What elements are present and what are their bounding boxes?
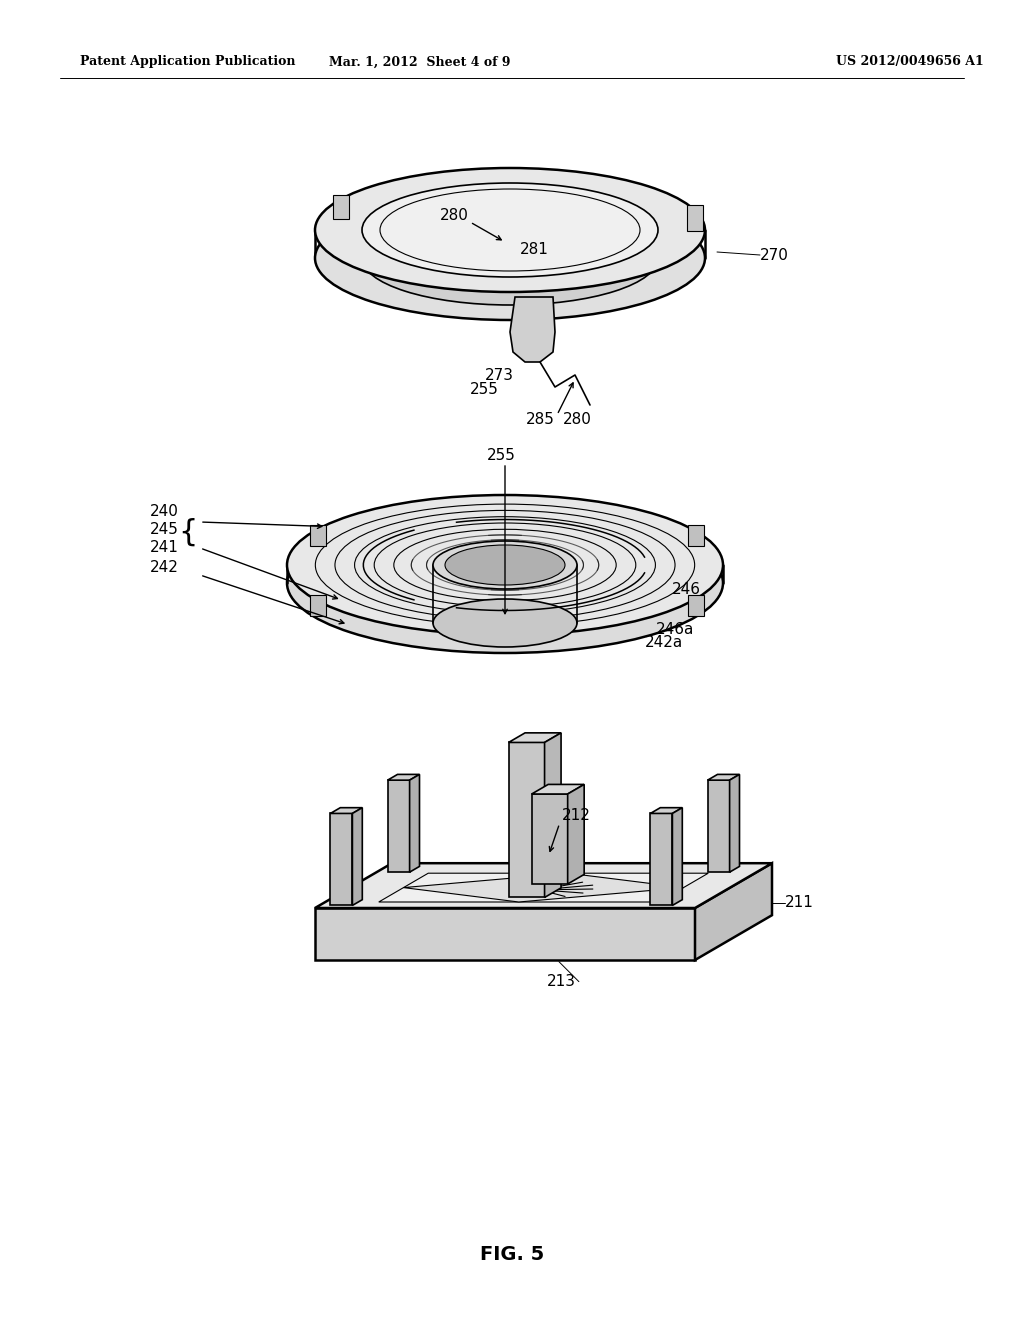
Ellipse shape [362, 211, 658, 305]
Polygon shape [567, 784, 584, 884]
Polygon shape [310, 525, 327, 546]
Text: 285: 285 [526, 412, 555, 426]
Ellipse shape [315, 168, 705, 292]
Polygon shape [333, 195, 349, 219]
Polygon shape [331, 813, 352, 906]
Polygon shape [510, 297, 555, 362]
Text: 280: 280 [563, 412, 592, 426]
Text: FIG. 5: FIG. 5 [480, 1246, 544, 1265]
Ellipse shape [315, 195, 705, 319]
Text: Mar. 1, 2012  Sheet 4 of 9: Mar. 1, 2012 Sheet 4 of 9 [330, 55, 511, 69]
Polygon shape [545, 733, 561, 898]
Polygon shape [708, 780, 729, 873]
Polygon shape [410, 775, 420, 873]
Polygon shape [315, 863, 772, 908]
Text: 240: 240 [150, 504, 179, 520]
Text: 246: 246 [672, 582, 701, 598]
Polygon shape [729, 775, 739, 873]
Polygon shape [673, 808, 682, 906]
Text: 255: 255 [470, 383, 499, 397]
Text: {: { [178, 517, 198, 546]
Text: 270: 270 [760, 248, 788, 263]
Ellipse shape [445, 545, 565, 585]
Ellipse shape [287, 513, 723, 653]
Polygon shape [650, 808, 682, 813]
Text: 242a: 242a [645, 635, 683, 649]
Text: 211: 211 [785, 895, 814, 911]
Text: 212: 212 [561, 808, 591, 822]
Polygon shape [310, 595, 327, 616]
Polygon shape [650, 813, 673, 906]
Text: 245: 245 [150, 523, 179, 537]
Polygon shape [331, 808, 362, 813]
Text: Patent Application Publication: Patent Application Publication [80, 55, 296, 69]
Polygon shape [687, 205, 703, 231]
Polygon shape [509, 742, 545, 898]
Polygon shape [708, 775, 739, 780]
Text: 281: 281 [520, 243, 549, 257]
Polygon shape [388, 775, 420, 780]
Text: 213: 213 [547, 974, 575, 989]
Text: US 2012/0049656 A1: US 2012/0049656 A1 [837, 55, 984, 69]
Polygon shape [352, 808, 362, 906]
Polygon shape [531, 795, 567, 884]
Ellipse shape [287, 495, 723, 635]
Polygon shape [315, 908, 695, 960]
Polygon shape [531, 784, 584, 795]
Polygon shape [695, 863, 772, 960]
Polygon shape [403, 874, 683, 902]
Polygon shape [388, 780, 410, 873]
Text: 246a: 246a [655, 622, 694, 636]
Ellipse shape [433, 599, 577, 647]
Ellipse shape [362, 183, 658, 277]
Text: 273: 273 [485, 367, 514, 383]
Polygon shape [688, 595, 703, 616]
Polygon shape [509, 733, 561, 742]
Polygon shape [379, 874, 709, 902]
Text: 242: 242 [150, 561, 179, 576]
Text: 280: 280 [440, 207, 469, 223]
Text: 255: 255 [487, 447, 516, 462]
Ellipse shape [433, 541, 577, 589]
Text: 241: 241 [150, 540, 179, 556]
Polygon shape [688, 525, 703, 546]
